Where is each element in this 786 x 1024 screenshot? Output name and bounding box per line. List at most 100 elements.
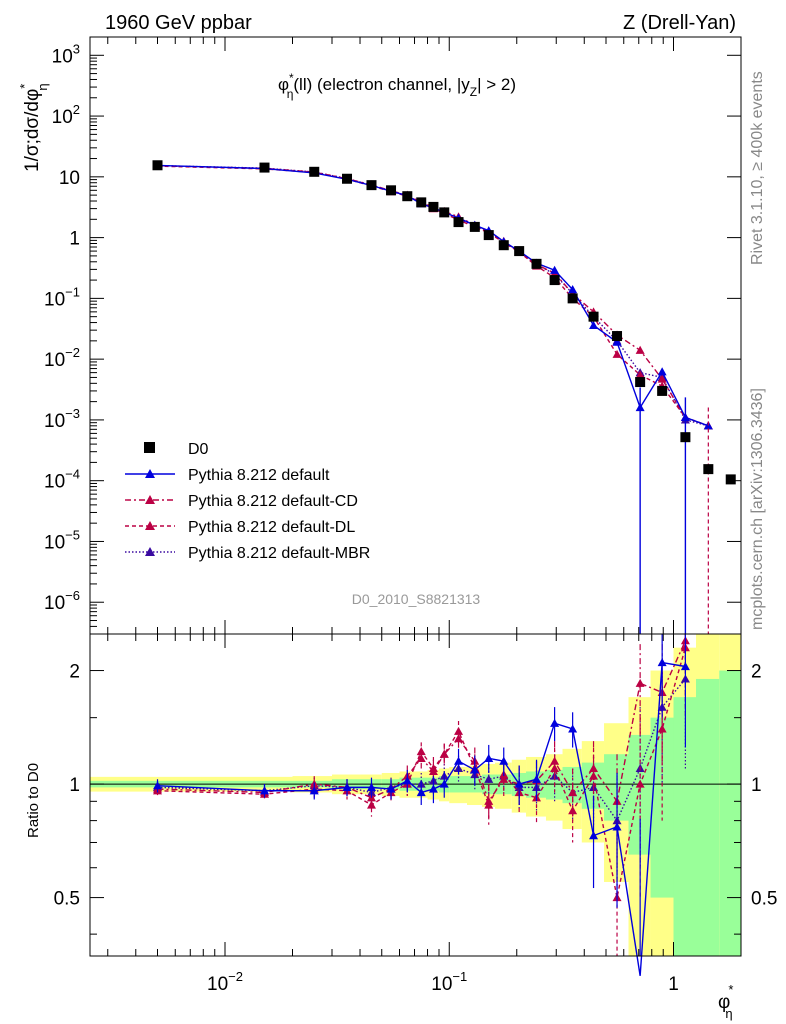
- x-tick-label: 10−1: [431, 969, 467, 995]
- legend-marker-data: [144, 442, 155, 453]
- data-point: [514, 246, 525, 257]
- ratio-marker: [499, 756, 509, 765]
- legend-marker: [145, 495, 155, 504]
- series-marker: [657, 367, 667, 376]
- data-point: [531, 258, 542, 269]
- ratio-y-tick-label-right: 2: [751, 662, 762, 683]
- ratio-marker: [514, 779, 524, 788]
- legend-label: Pythia 8.212 default: [188, 467, 330, 484]
- data-point: [498, 240, 509, 251]
- data-point: [483, 230, 494, 241]
- legend-label: Pythia 8.212 default-DL: [188, 519, 355, 536]
- ratio-marker: [454, 734, 464, 743]
- main-y-tick-label: 103: [52, 41, 80, 67]
- ratio-y-tick-label-right: 0.5: [751, 889, 777, 910]
- side-label-top: Rivet 3.1.10, ≥ 400k events: [749, 71, 766, 265]
- data-point: [152, 160, 163, 171]
- ratio-y-tick-label: 1: [69, 775, 80, 796]
- data-point: [259, 162, 270, 173]
- ratio-marker: [386, 784, 396, 793]
- x-axis-label: φ* η: [718, 982, 733, 1021]
- main-y-tick-label: 10−4: [44, 467, 80, 493]
- data-point: [386, 185, 397, 196]
- data-point: [428, 201, 439, 212]
- data-point: [309, 166, 320, 177]
- ratio-panel: 0.5 0.5 1 1 2 2 10−2 10−1 1 Ratio to D0 φ* η: [25, 633, 777, 1021]
- data-point: [402, 191, 413, 202]
- header-right: Z (Drell-Yan): [623, 12, 736, 34]
- legend-label: Pythia 8.212 default-MBR: [188, 545, 370, 562]
- plot-title: φ* η(ll) (electron channel, |yZ| > 2): [278, 71, 516, 101]
- data-point: [469, 221, 480, 232]
- ratio-band-inner: [696, 678, 720, 956]
- ratio-marker: [416, 787, 426, 797]
- ratio-band-inner: [628, 734, 651, 855]
- ratio-y-tick-label-right: 1: [751, 775, 762, 796]
- data-point: [416, 197, 427, 208]
- ratio-marker: [589, 831, 599, 840]
- x-tick-label: 10−2: [207, 969, 243, 995]
- legend-label: D0: [188, 441, 209, 458]
- ratio-y-tick-label: 0.5: [54, 889, 80, 910]
- data-point: [439, 207, 450, 218]
- series-marker: [589, 320, 599, 329]
- ratio-marker: [484, 774, 494, 783]
- ratio-marker: [589, 763, 599, 773]
- ratio-marker: [635, 779, 645, 788]
- series-marker: [635, 370, 645, 379]
- data-point: [703, 464, 714, 475]
- ratio-marker: [568, 806, 578, 815]
- ratio-marker: [416, 753, 426, 762]
- series-marker: [568, 284, 578, 294]
- ratio-marker: [568, 724, 578, 733]
- data-point: [725, 474, 736, 485]
- series-marker: [657, 374, 667, 383]
- ratio-marker: [550, 763, 560, 773]
- ratio-marker: [484, 796, 494, 805]
- ratio-marker: [428, 784, 438, 793]
- ratio-marker: [612, 822, 622, 831]
- ratio-marker: [309, 786, 319, 795]
- series-marker: [550, 265, 560, 274]
- ratio-marker: [568, 787, 578, 797]
- main-y-tick-label: 10−3: [44, 406, 80, 432]
- legend-marker: [145, 521, 155, 530]
- legend-label: Pythia 8.212 default-CD: [188, 493, 358, 510]
- main-y-tick-label: 10−5: [44, 527, 80, 553]
- ratio-band-inner: [650, 717, 674, 898]
- data-point: [366, 180, 377, 191]
- main-y-tick-label: 1: [69, 229, 80, 250]
- ratio-marker: [402, 776, 412, 785]
- ratio-y-axis-label: Ratio to D0: [25, 763, 42, 838]
- data-point: [657, 385, 668, 396]
- data-point: [588, 311, 599, 322]
- ratio-marker: [366, 782, 376, 791]
- legend: D0 Pythia 8.212 default Pythia 8.212 defau…: [125, 441, 370, 562]
- data-point: [635, 377, 646, 388]
- data-point: [549, 275, 560, 286]
- ratio-band-inner: [673, 697, 697, 956]
- series-marker: [635, 345, 645, 354]
- data-point: [342, 173, 353, 184]
- ratio-marker: [532, 774, 542, 783]
- ratio-marker: [454, 756, 464, 765]
- ratio-marker: [153, 781, 163, 790]
- ratio-frame: [89, 633, 742, 957]
- main-y-tick-label: 10−1: [44, 284, 80, 310]
- ratio-marker: [259, 786, 269, 795]
- ratio-marker: [428, 766, 438, 776]
- ratio-marker: [589, 771, 599, 780]
- ratio-marker: [657, 658, 667, 667]
- main-y-tick-label: 102: [52, 102, 80, 128]
- series-marker: [612, 337, 622, 346]
- ratio-band-inner: [604, 754, 629, 821]
- ratio-y-tick-label: 2: [69, 662, 80, 683]
- ratio-marker: [439, 779, 449, 788]
- legend-marker: [145, 547, 155, 556]
- ratio-marker: [470, 765, 480, 774]
- data-point: [680, 432, 691, 443]
- legend-marker: [145, 469, 155, 478]
- header-left: 1960 GeV ppbar: [105, 12, 252, 34]
